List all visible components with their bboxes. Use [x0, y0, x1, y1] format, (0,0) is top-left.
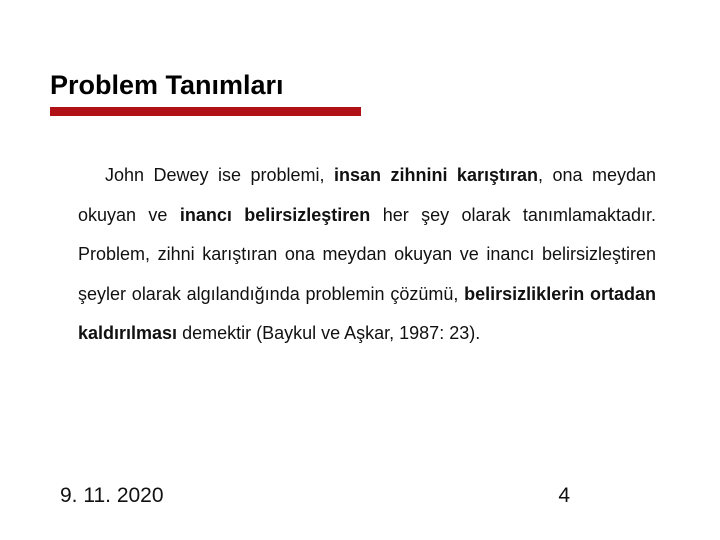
title-underline	[50, 107, 361, 116]
bold-text: belirsizliklerin ortadan kaldırılması	[78, 284, 656, 344]
paragraph-text: John Dewey ise problemi, insan zihnini k…	[78, 156, 656, 354]
slide: Problem Tanımları John Dewey ise problem…	[0, 0, 720, 540]
footer: 9. 11. 2020 4	[0, 484, 720, 508]
footer-page-number: 4	[558, 484, 660, 508]
slide-title: Problem Tanımları	[50, 70, 670, 101]
bold-text: insan zihnini karıştıran	[334, 165, 538, 185]
bold-text: inancı belirsizleştiren	[180, 205, 370, 225]
body-paragraph: John Dewey ise problemi, insan zihnini k…	[50, 156, 670, 354]
footer-date: 9. 11. 2020	[60, 484, 164, 508]
